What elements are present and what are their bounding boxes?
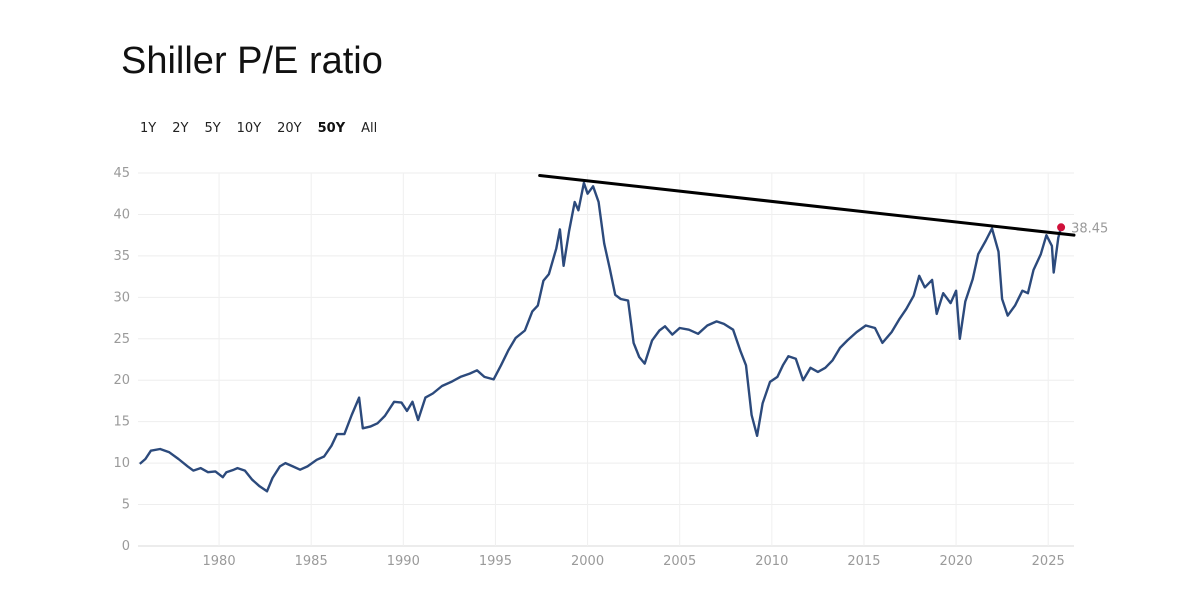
range-button-1y[interactable]: 1Y <box>132 121 164 136</box>
y-axis-ticks: 0 5 10 15 20 25 30 35 40 45 <box>113 166 130 554</box>
y-tick-label: 20 <box>113 373 130 388</box>
time-range-selector: 1Y 2Y 5Y 10Y 20Y 50Y All <box>132 121 385 136</box>
last-point-marker[interactable] <box>1057 223 1066 232</box>
series-line-shiller-pe <box>139 181 1063 493</box>
x-tick-label: 1980 <box>203 554 236 569</box>
series-layer <box>139 181 1063 493</box>
x-tick-label: 1985 <box>295 554 328 569</box>
x-tick-label: 2015 <box>847 554 880 569</box>
x-tick-label: 2005 <box>663 554 696 569</box>
x-tick-label: 2020 <box>940 554 973 569</box>
y-tick-label: 45 <box>113 166 130 181</box>
y-tick-label: 40 <box>113 207 130 222</box>
page-title: Shiller P/E ratio <box>121 40 383 82</box>
y-tick-label: 15 <box>113 415 130 430</box>
x-tick-label: 1990 <box>387 554 420 569</box>
x-tick-label: 2000 <box>571 554 604 569</box>
range-button-5y[interactable]: 5Y <box>196 121 228 136</box>
y-tick-label: 0 <box>122 539 130 554</box>
grid-lines <box>138 172 1074 547</box>
y-tick-label: 5 <box>122 498 130 513</box>
range-button-10y[interactable]: 10Y <box>229 121 269 136</box>
x-axis-ticks: 1980 1985 1990 1995 2000 2005 2010 2015 2020 2025 <box>203 554 1065 569</box>
y-tick-label: 25 <box>113 332 130 347</box>
y-tick-label: 30 <box>113 290 130 305</box>
range-button-50y[interactable]: 50Y <box>310 121 354 136</box>
range-button-20y[interactable]: 20Y <box>269 121 309 136</box>
x-tick-label: 1995 <box>479 554 512 569</box>
x-tick-label: 2025 <box>1032 554 1065 569</box>
x-tick-label: 2010 <box>755 554 788 569</box>
trendline <box>538 173 1076 237</box>
y-tick-label: 35 <box>113 249 130 264</box>
overlay-layer: 38.45 <box>538 173 1108 237</box>
y-tick-label: 10 <box>113 456 130 471</box>
last-value-label: 38.45 <box>1071 221 1108 236</box>
range-button-all[interactable]: All <box>353 121 385 136</box>
range-button-2y[interactable]: 2Y <box>164 121 196 136</box>
